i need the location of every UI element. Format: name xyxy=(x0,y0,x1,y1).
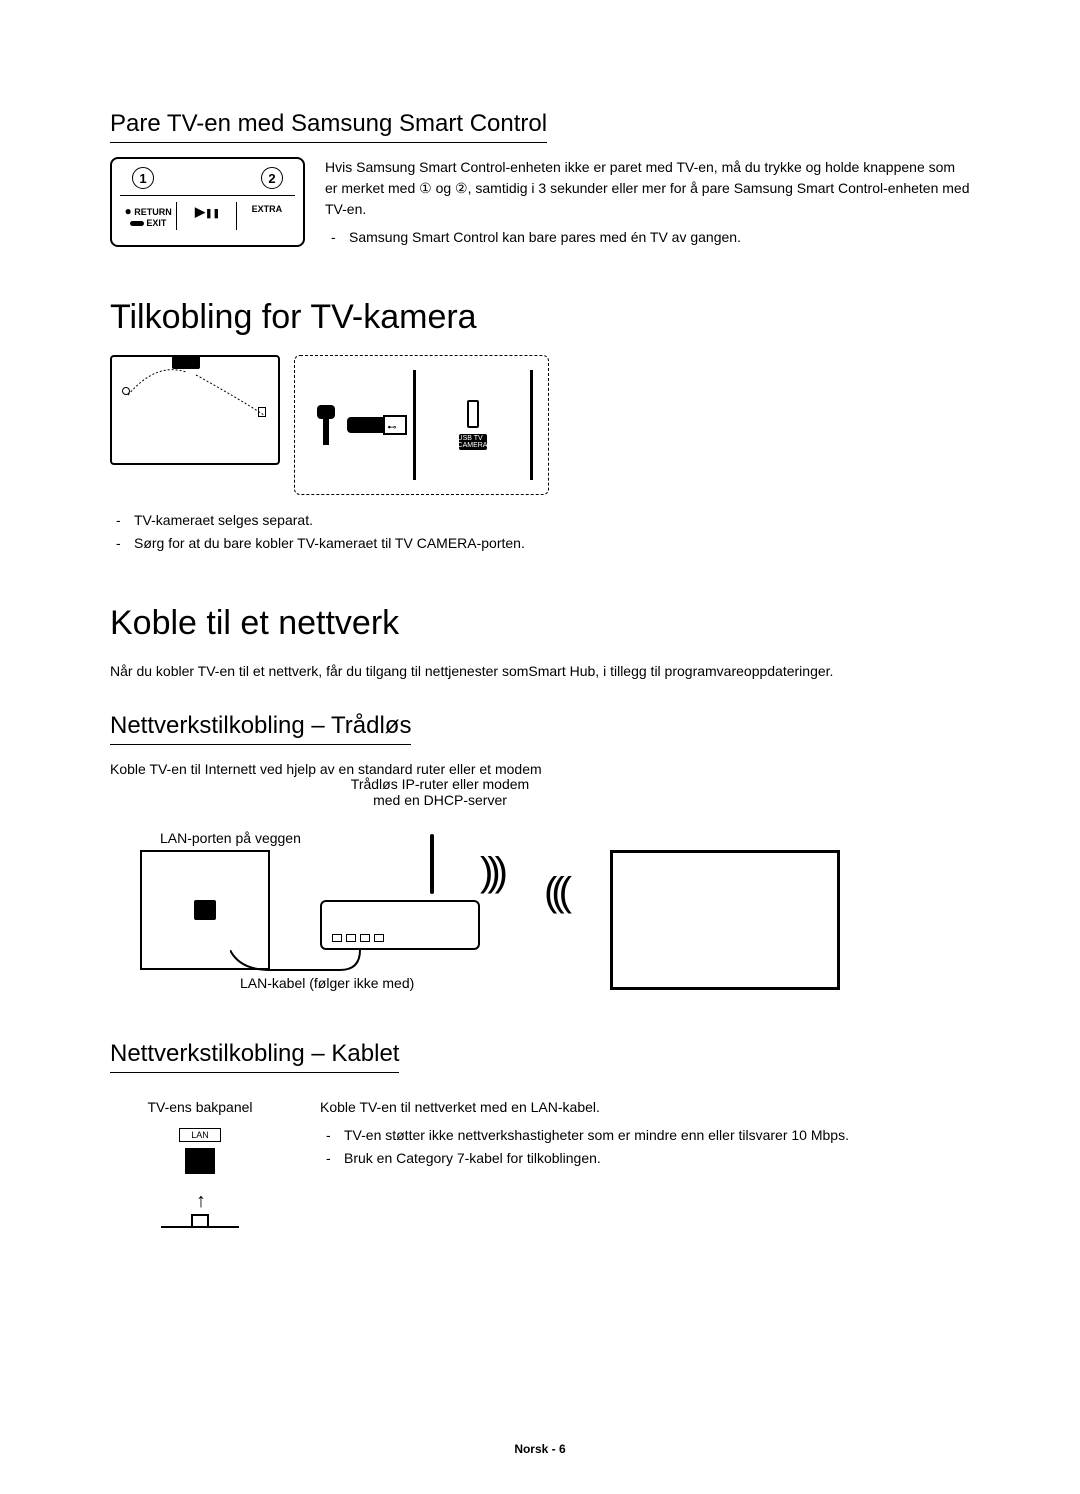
remote-top: 1 2 xyxy=(120,165,295,195)
section2-bullet-2: Sørg for at du bare kobler TV-kameraet t… xyxy=(134,532,970,554)
wireless-desc: Koble TV-en til Internett ved hjelp av e… xyxy=(110,759,970,780)
section3-intro: Når du kobler TV-en til et nettverk, får… xyxy=(110,661,970,682)
section2-bullets: TV-kameraet selges separat. Sørg for at … xyxy=(110,509,970,554)
play-label: ❚❚ xyxy=(205,208,220,218)
tv-big-diagram xyxy=(610,850,840,990)
page-footer: Norsk - 6 xyxy=(0,1442,1080,1456)
section1-text: Hvis Samsung Smart Control-enheten ikke … xyxy=(325,157,970,248)
lan-port-diagram: LAN ↑ xyxy=(161,1128,239,1228)
wall-port-label: LAN-porten på veggen xyxy=(160,830,301,846)
router-diagram xyxy=(320,870,480,950)
section1-row: 1 2 ● RETURN EXIT ▶❚❚ EXTRA Hvis Samsung… xyxy=(110,157,970,248)
footer-page: 6 xyxy=(559,1442,566,1456)
remote-diagram: 1 2 ● RETURN EXIT ▶❚❚ EXTRA xyxy=(110,157,305,247)
circled-1: 1 xyxy=(132,167,154,189)
lan-jack-icon xyxy=(185,1148,215,1174)
wireless-diagram: Trådløs IP-ruter eller modem med en DHCP… xyxy=(110,800,970,1000)
wired-row: TV-ens bakpanel LAN ↑ Koble TV-en til ne… xyxy=(110,1097,970,1228)
wired-bullet-2: Bruk en Category 7-kabel for tilkoblinge… xyxy=(344,1147,970,1169)
section-network: Koble til et nettverk Når du kobler TV-e… xyxy=(110,604,970,1228)
lan-label: LAN xyxy=(179,1128,221,1142)
section1-title: Pare TV-en med Samsung Smart Control xyxy=(110,110,547,143)
wifi-in-icon: ))) xyxy=(550,870,572,915)
wireless-title: Nettverkstilkobling – Trådløs xyxy=(110,712,411,745)
wifi-out-icon: ))) xyxy=(480,850,502,895)
router-label: Trådløs IP-ruter eller modem med en DHCP… xyxy=(340,776,540,808)
remote-playpause: ▶❚❚ xyxy=(179,202,236,230)
remote-extra: EXTRA xyxy=(239,202,295,230)
section1-bullet-1: Samsung Smart Control kan bare pares med… xyxy=(349,226,970,248)
section3-heading: Koble til et nettverk xyxy=(110,604,970,643)
lan-cable-label: LAN-kabel (følger ikke med) xyxy=(240,975,414,991)
usb-port-slot xyxy=(467,400,479,428)
remote-buttons-row: ● RETURN EXIT ▶❚❚ EXTRA xyxy=(120,195,295,230)
backpanel-label: TV-ens bakpanel xyxy=(110,1097,290,1118)
tv-small-diagram xyxy=(110,355,280,465)
footer-sep: - xyxy=(548,1442,559,1456)
wired-title: Nettverkstilkobling – Kablet xyxy=(110,1040,399,1073)
return-label: RETURN xyxy=(134,207,172,217)
section1-bullets: Samsung Smart Control kan bare pares med… xyxy=(325,226,970,248)
wired-bullets: TV-en støtter ikke nettverkshastigheter … xyxy=(320,1124,970,1169)
section2-heading: Tilkobling for TV-kamera xyxy=(110,298,970,337)
wired-bullet-1: TV-en støtter ikke nettverkshastigheter … xyxy=(344,1124,970,1146)
circled-2: 2 xyxy=(261,167,283,189)
section2-bullet-1: TV-kameraet selges separat. xyxy=(134,509,970,531)
section-pairing: Pare TV-en med Samsung Smart Control 1 2… xyxy=(110,110,970,248)
exit-label: EXIT xyxy=(146,218,166,228)
up-arrow-icon: ↑ xyxy=(196,1190,206,1213)
wired-left: TV-ens bakpanel LAN ↑ xyxy=(110,1097,290,1228)
wired-desc: Koble TV-en til nettverket med en LAN-ka… xyxy=(320,1097,970,1118)
camera-diagram-row: ⊷ USB TV CAMERA xyxy=(110,355,970,495)
usb-plug-icon: ⊷ xyxy=(347,413,407,437)
usb-port-label: USB TV CAMERA xyxy=(459,434,487,450)
camera-detail-box: ⊷ USB TV CAMERA xyxy=(294,355,549,495)
port-panel: USB TV CAMERA xyxy=(413,370,533,480)
remote-return-exit: ● RETURN EXIT xyxy=(120,202,177,230)
section-tv-camera: Tilkobling for TV-kamera ⊷ USB TV CAMERA xyxy=(110,298,970,554)
footer-lang: Norsk xyxy=(514,1442,548,1456)
section1-paragraph: Hvis Samsung Smart Control-enheten ikke … xyxy=(325,157,970,220)
lan-plug-icon xyxy=(191,1214,209,1228)
wired-right: Koble TV-en til nettverket med en LAN-ka… xyxy=(320,1097,970,1228)
